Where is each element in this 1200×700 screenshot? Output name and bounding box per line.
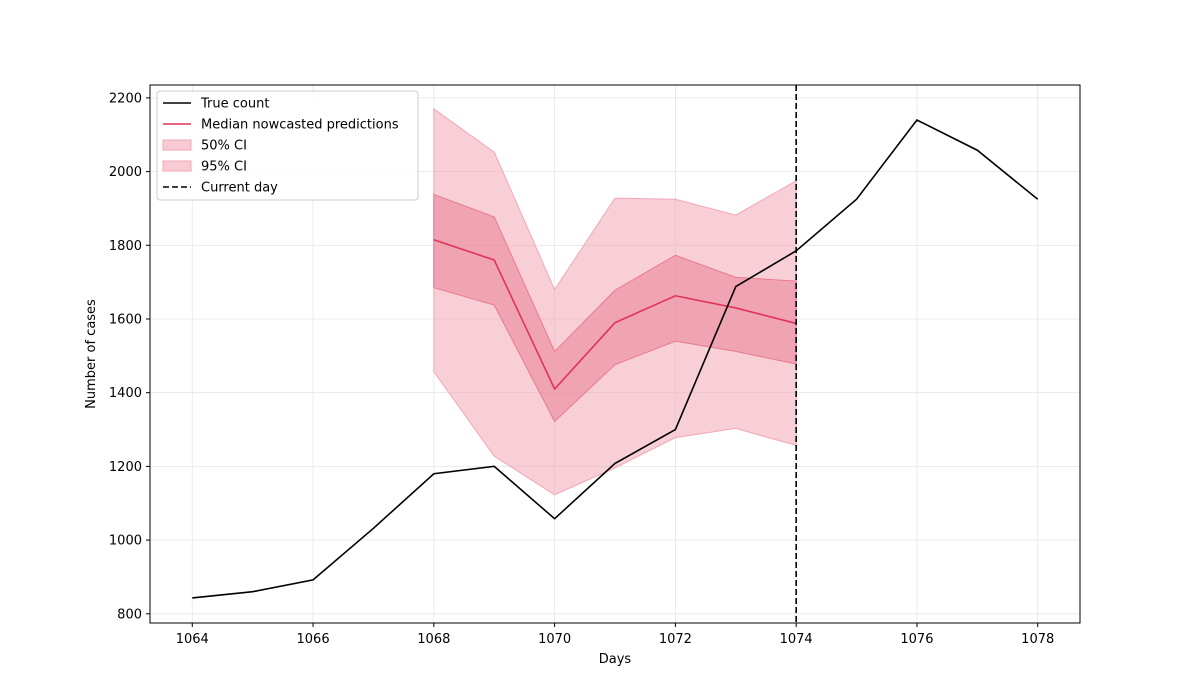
x-tick-label: 1070: [538, 632, 571, 647]
ci50-band: [433, 193, 797, 423]
y-axis-label: Number of cases: [84, 299, 99, 409]
legend-label-true-count: True count: [200, 97, 269, 112]
legend-label-ci95: 95% CI: [201, 160, 247, 175]
x-tick-label: 1064: [176, 632, 209, 647]
legend-box: [156, 90, 419, 201]
y-tick-label: 1000: [109, 534, 142, 549]
x-tick-label: 1074: [780, 632, 813, 647]
legend-label-current-day: Current day: [201, 181, 278, 196]
x-tick-label: 1076: [900, 632, 933, 647]
x-tick-label: 1078: [1021, 632, 1054, 647]
x-axis-label: Days: [599, 652, 632, 667]
legend-swatch-ci95: [162, 160, 192, 172]
legend-label-median: Median nowcasted predictions: [201, 118, 399, 133]
x-tick-label: 1072: [659, 632, 692, 647]
plot-area-frame: [149, 84, 1081, 624]
true-count-line: [192, 118, 1039, 599]
legend-swatch-ci50: [162, 139, 192, 151]
y-tick-label: 1800: [109, 239, 142, 254]
legend-label-ci50: 50% CI: [201, 139, 247, 154]
x-tick-label: 1066: [297, 632, 330, 647]
y-tick-label: 1200: [109, 460, 142, 475]
y-tick-label: 2000: [109, 165, 142, 180]
series-lines: [192, 118, 1039, 599]
ci50-band-layer: [433, 193, 797, 423]
y-tick-label: 800: [117, 607, 142, 622]
median-nowcast-line: [433, 239, 797, 391]
y-axis-ticks: 800 1000 1200 1400 1600 1800 2000 2200: [109, 91, 150, 622]
y-tick-label: 1400: [109, 386, 142, 401]
x-tick-label: 1068: [417, 632, 450, 647]
y-tick-label: 2200: [109, 91, 142, 106]
y-tick-label: 1600: [109, 312, 142, 327]
x-axis-ticks: 1064 1066 1068 1070 1072 1074 1076 1078: [176, 623, 1054, 647]
legend: True count Median nowcasted predictions …: [156, 90, 419, 201]
